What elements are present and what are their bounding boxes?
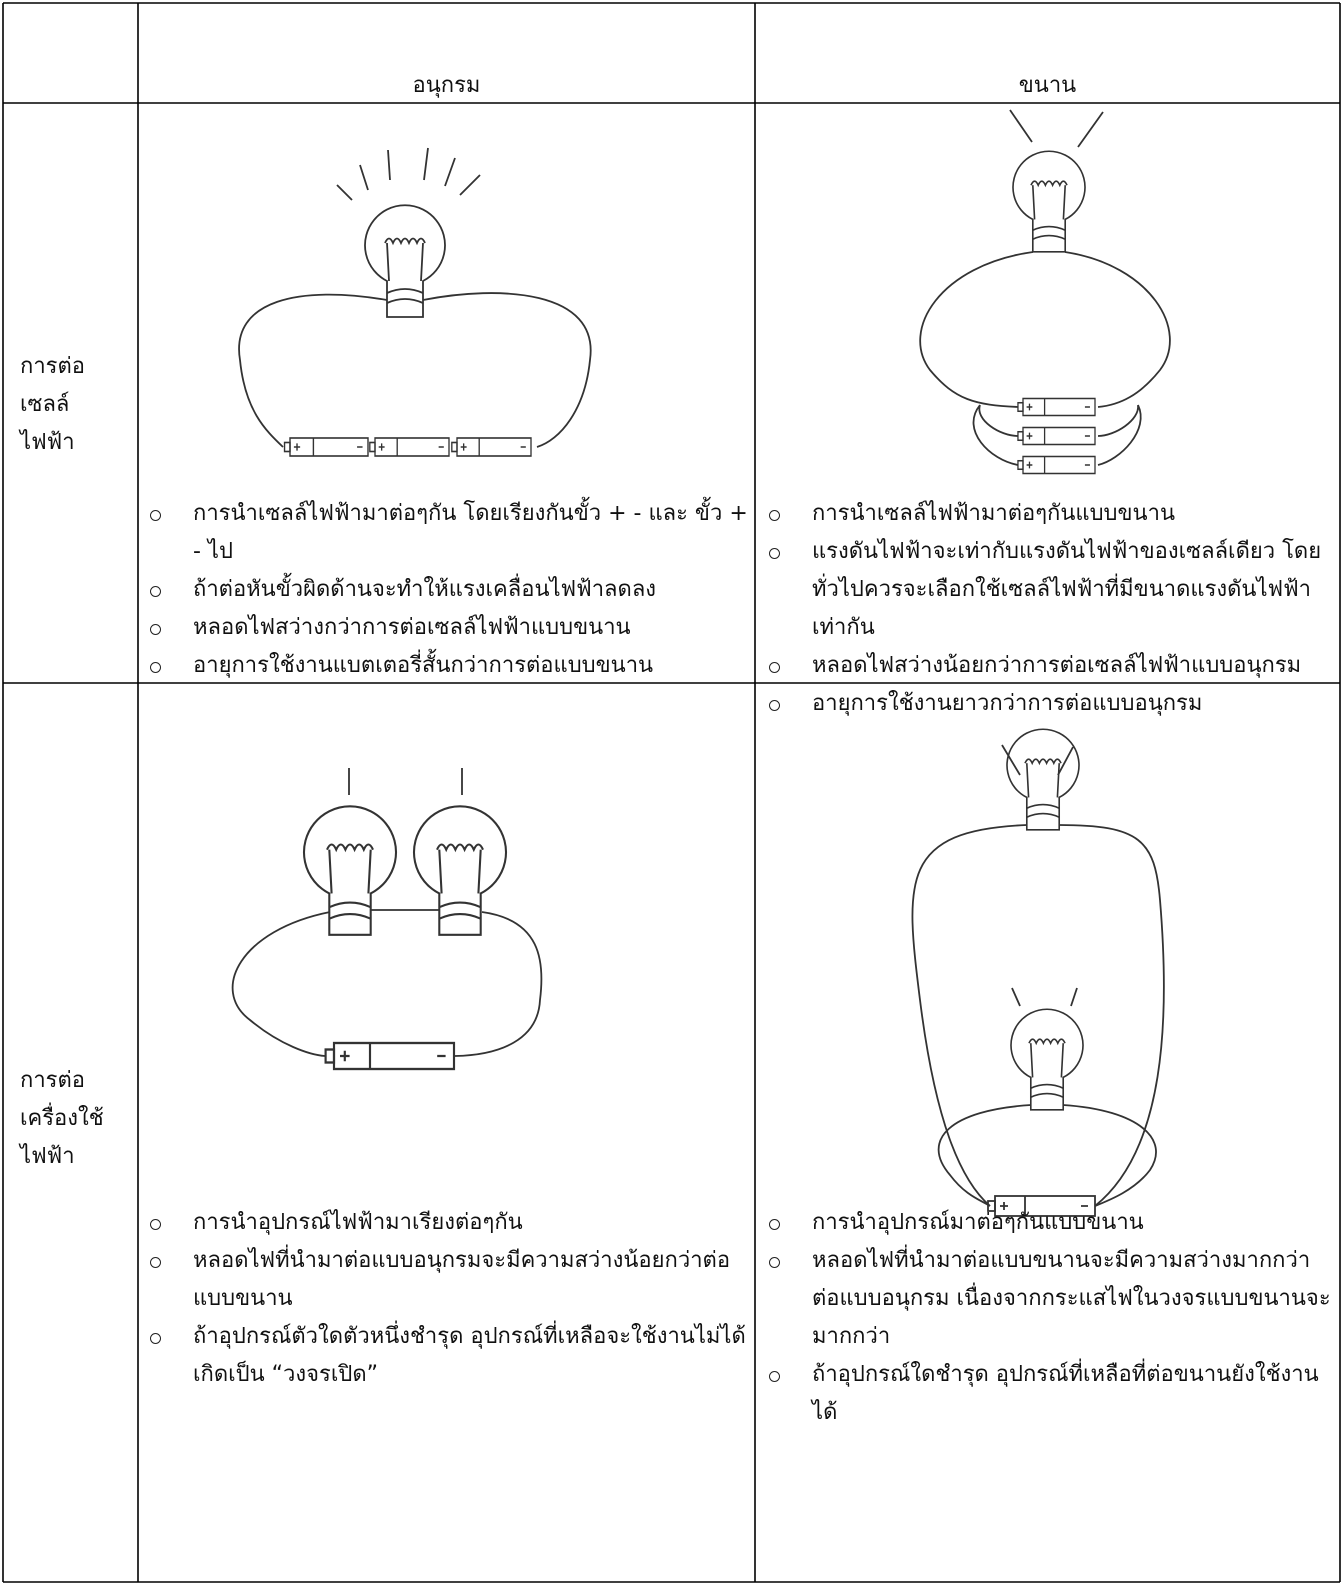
parallel-cells-drawing (919, 109, 1171, 475)
row-label-line: เครื่องใช้ (20, 1106, 104, 1131)
bullet-item: หลอดไฟสว่างน้อยกว่าการต่อเซลล์ไฟฟ้าแบบอน… (767, 647, 1337, 685)
parallel-devices-drawing (911, 728, 1165, 1217)
bullet-item: หลอดไฟที่นำมาต่อแบบขนานจะมีความสว่างมากก… (767, 1242, 1337, 1356)
series-devices-drawing (231, 768, 543, 1071)
bullet-item: ถ้าอุปกรณ์ตัวใดตัวหนึ่งชำรุด อุปกรณ์ที่เ… (148, 1318, 748, 1394)
row-label-line: ไฟฟ้า (20, 430, 75, 455)
series-cells-drawing (238, 147, 592, 457)
bullet-list: การนำอุปกรณ์ไฟฟ้ามาเรียงต่อๆกัน หลอดไฟที่… (148, 1204, 748, 1394)
bullet-item: การนำอุปกรณ์ไฟฟ้ามาเรียงต่อๆกัน (148, 1204, 748, 1242)
bullet-item: การนำเซลล์ไฟฟ้ามาต่อๆกัน โดยเรียงกันขั้ว… (148, 495, 748, 571)
row-label-line: การต่อ (20, 1068, 85, 1093)
row-label-line: การต่อ (20, 354, 85, 379)
row-label-line: ไฟฟ้า (20, 1144, 75, 1169)
row-label: การต่อเซลล์ไฟฟ้า (20, 348, 135, 462)
bullet-item: หลอดไฟสว่างกว่าการต่อเซลล์ไฟฟ้าแบบขนาน (148, 609, 748, 647)
row-label-line: เซลล์ (20, 392, 70, 417)
column-header: ขนาน (1018, 73, 1077, 98)
column-header: อนุกรม (412, 73, 481, 98)
bullet-item: แรงดันไฟฟ้าจะเท่ากับแรงดันไฟฟ้าของเซลล์เ… (767, 533, 1337, 647)
bullet-list: การนำเซลล์ไฟฟ้ามาต่อๆกันแบบขนาน แรงดันไฟฟ… (767, 495, 1337, 723)
bullet-item: ถ้าอุปกรณ์ใดชำรุด อุปกรณ์ที่เหลือที่ต่อข… (767, 1356, 1337, 1432)
bullet-item: อายุการใช้งานยาวกว่าการต่อแบบอนุกรม (767, 685, 1337, 723)
bullet-item: การนำเซลล์ไฟฟ้ามาต่อๆกันแบบขนาน (767, 495, 1337, 533)
bullet-list: การนำอุปกรณ์มาต่อๆกันแบบขนาน หลอดไฟที่นำม… (767, 1204, 1337, 1432)
bullet-item: ถ้าต่อหันขั้วผิดด้านจะทำให้แรงเคลื่อนไฟฟ… (148, 571, 748, 609)
bullet-list: การนำเซลล์ไฟฟ้ามาต่อๆกัน โดยเรียงกันขั้ว… (148, 495, 748, 685)
bullet-item: การนำอุปกรณ์มาต่อๆกันแบบขนาน (767, 1204, 1337, 1242)
bullet-item: หลอดไฟที่นำมาต่อแบบอนุกรมจะมีความสว่างน้… (148, 1242, 748, 1318)
bullet-item: อายุการใช้งานแบตเตอรี่สั้นกว่าการต่อแบบข… (148, 647, 748, 685)
row-label: การต่อเครื่องใช้ไฟฟ้า (20, 1062, 135, 1176)
